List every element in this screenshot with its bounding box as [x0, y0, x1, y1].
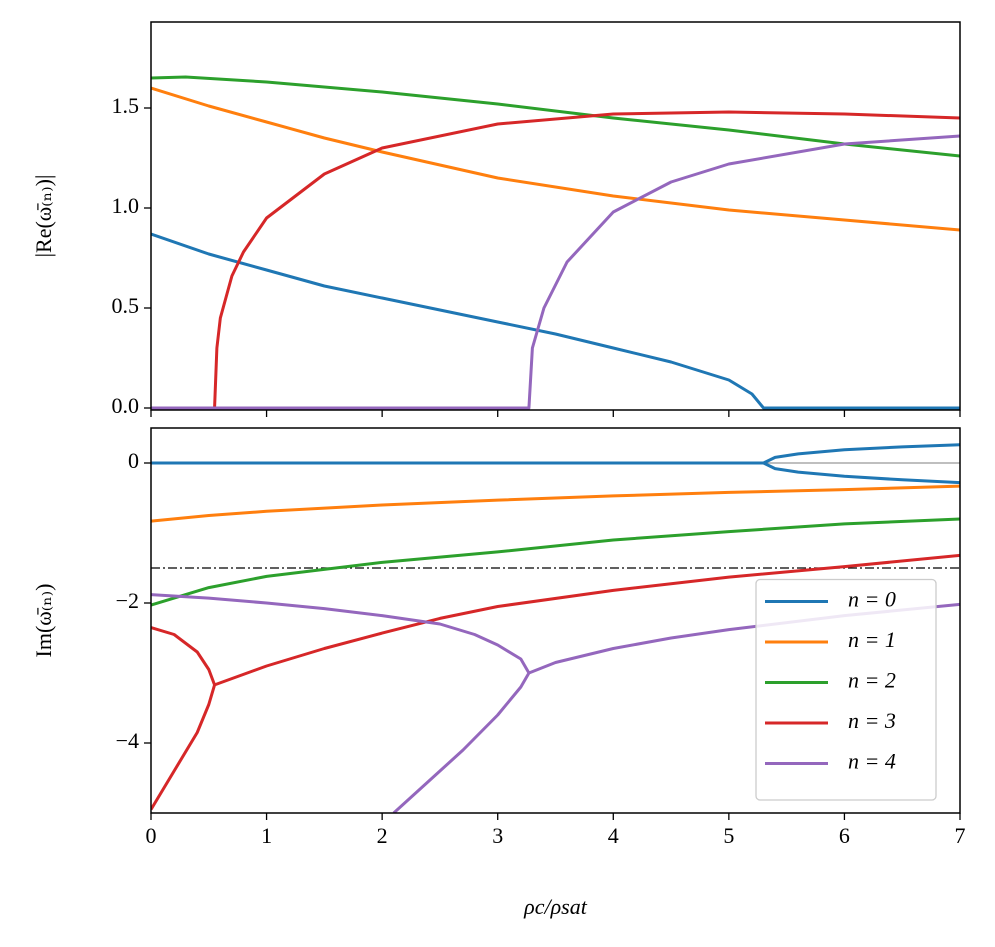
series-line — [151, 517, 960, 607]
axes-frame — [150, 427, 961, 814]
legend-box — [755, 578, 937, 801]
legend-label: n = 1 — [848, 627, 896, 652]
y-axis-label: Im(ω̄₍ₙ₎) — [31, 584, 56, 658]
y-axis-label: |Re(ω̄₍ₙ₎)| — [31, 175, 56, 258]
x-tick-label: 1 — [261, 823, 272, 848]
x-tick-label: 5 — [723, 823, 734, 848]
legend-label: n = 3 — [848, 708, 896, 733]
x-tick-label: 3 — [492, 823, 503, 848]
series-line — [151, 110, 960, 410]
plot-area — [151, 75, 960, 410]
x-tick-label: 6 — [839, 823, 850, 848]
legend-label: n = 2 — [848, 668, 896, 693]
y-tick-label: 0 — [128, 448, 139, 473]
series-line — [151, 484, 960, 523]
x-tick-label: 0 — [146, 823, 157, 848]
axes-frame — [150, 21, 961, 411]
legend-label: n = 0 — [848, 587, 896, 612]
x-tick-label: 7 — [955, 823, 966, 848]
y-tick-label: 1.0 — [112, 193, 140, 218]
x-axis-label: ρc/ρsat — [523, 894, 588, 919]
series-line — [151, 232, 960, 410]
y-tick-label: −4 — [116, 728, 139, 753]
legend-label: n = 4 — [848, 749, 896, 774]
y-tick-label: 1.5 — [112, 93, 140, 118]
series-line — [151, 443, 960, 485]
y-tick-label: −2 — [116, 588, 139, 613]
x-tick-label: 4 — [608, 823, 619, 848]
series-line — [151, 86, 960, 232]
y-tick-label: 0.0 — [112, 393, 140, 418]
series-line — [151, 134, 960, 410]
x-tick-label: 2 — [377, 823, 388, 848]
series-line — [151, 75, 960, 158]
series-line — [151, 553, 960, 811]
y-tick-label: 0.5 — [112, 293, 140, 318]
